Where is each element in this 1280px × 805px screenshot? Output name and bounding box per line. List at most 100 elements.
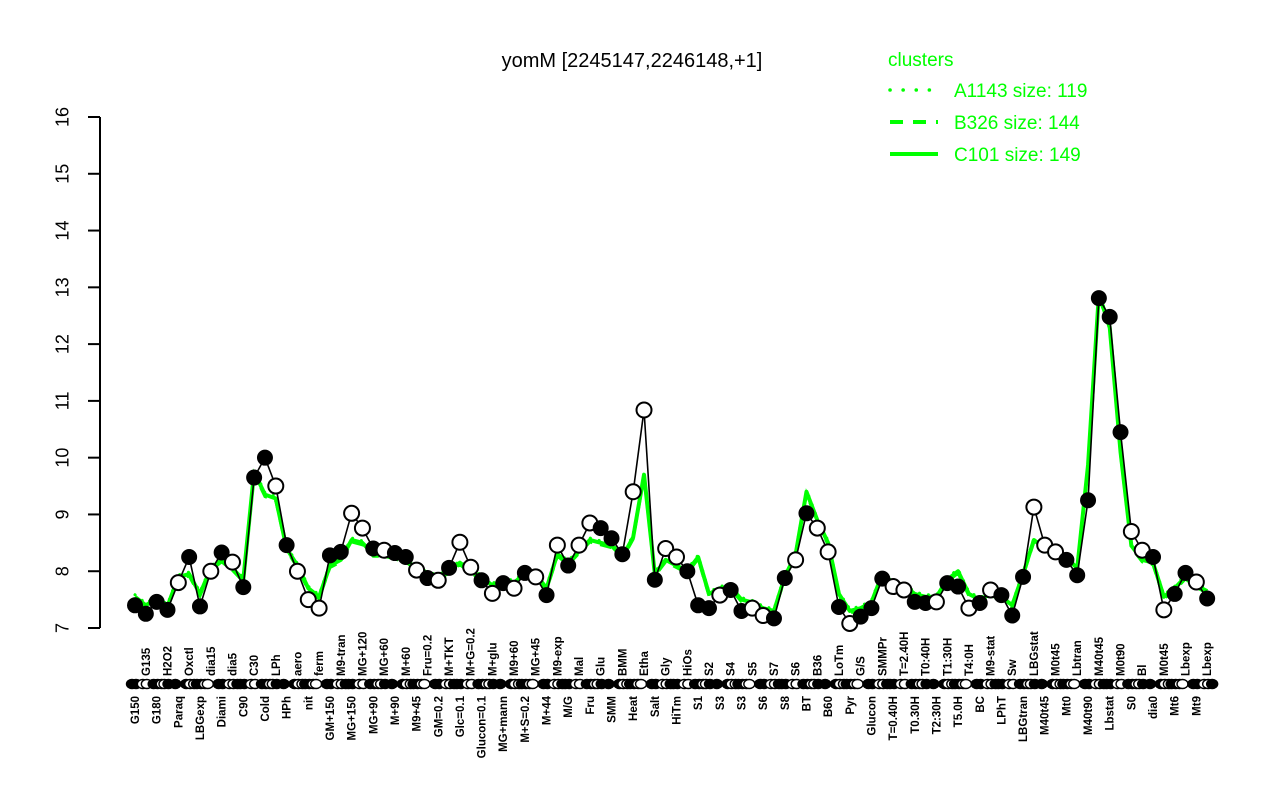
data-point-open (169, 574, 187, 592)
data-point-filled (278, 537, 295, 554)
x-condition-label: Lbstat (1105, 696, 1117, 731)
y-tick-label: 8 (52, 566, 72, 576)
data-point-filled (181, 549, 198, 566)
x-condition-label: S6 (791, 662, 803, 676)
data-point-filled (159, 601, 176, 618)
y-tick-label: 13 (52, 277, 72, 297)
x-condition-label: S0 (1126, 696, 1138, 710)
data-point-filled (830, 598, 847, 615)
y-tick-label: 10 (52, 448, 72, 468)
data-point-filled (614, 546, 631, 563)
x-condition-label: M+G=0.2 (466, 628, 478, 676)
data-point-open (570, 536, 588, 554)
x-condition-label: LPh (271, 654, 283, 676)
x-condition-label: HiTm (672, 696, 684, 725)
x-condition-label: G/S (856, 656, 868, 676)
data-point-open (451, 533, 469, 551)
x-condition-label: M+glu (487, 642, 499, 676)
data-point-filled (798, 505, 815, 522)
x-condition-label: B60 (823, 696, 835, 717)
x-condition-label: S5 (747, 661, 759, 676)
data-point-filled (127, 597, 143, 614)
x-condition-label: Mt9 (1191, 696, 1203, 716)
x-condition-label: M+60 (401, 647, 413, 676)
sample-dot-filled (1035, 678, 1048, 690)
x-condition-label: T0.30H (910, 696, 922, 734)
x-condition-label: Glc=0.1 (455, 695, 467, 737)
x-condition-label: Bl (1137, 665, 1149, 677)
data-point-open (668, 548, 685, 566)
x-condition-label: M+90 (390, 696, 402, 725)
x-condition-label: M40t90 (1083, 696, 1095, 735)
x-condition-label: M40t45 (1040, 695, 1052, 735)
data-point-open (223, 553, 241, 571)
x-condition-label: M+44 (542, 695, 554, 725)
x-condition-label: S3 (737, 696, 749, 710)
data-point-open (657, 540, 675, 558)
x-condition-label: Gly (661, 657, 673, 676)
data-point-filled (776, 570, 793, 587)
data-point-filled (993, 587, 1010, 604)
data-point-open (483, 584, 501, 602)
data-point-filled (473, 572, 490, 589)
data-point-open (895, 581, 913, 599)
x-condition-label: Pyr (845, 695, 857, 714)
data-point-filled (1112, 424, 1129, 441)
data-point-filled (603, 530, 620, 547)
data-point-open (1122, 522, 1140, 540)
sample-dot-filled (494, 678, 507, 690)
x-condition-label: LBGtran (1018, 696, 1030, 742)
x-condition-label: S4 (726, 661, 738, 676)
x-condition-label: aero (292, 652, 304, 676)
x-condition-label: LBGstat (1029, 631, 1041, 676)
x-condition-label: M9-tran (336, 634, 348, 676)
data-point-open (1155, 601, 1173, 619)
data-point-filled (1004, 607, 1021, 624)
sample-dot-open (1176, 678, 1189, 690)
x-condition-label: SMM (607, 696, 619, 723)
sample-dot-open (201, 678, 215, 690)
x-condition-label: dia5 (227, 652, 239, 676)
x-condition-label: nit (303, 696, 315, 710)
data-point-filled (971, 595, 988, 612)
legend-entry-A1143: A1143 size: 119 (888, 81, 1087, 102)
x-condition-label: MG+150 (347, 696, 359, 740)
x-condition-label: BC (975, 696, 987, 713)
x-condition-label: C90 (238, 696, 250, 717)
sample-dot-filled (169, 678, 182, 690)
data-point-open (299, 591, 317, 609)
x-condition-label: Sw (1007, 659, 1019, 676)
data-point-filled (191, 598, 208, 615)
x-condition-label: T=0.40H (888, 696, 900, 740)
x-condition-label: Paraq (173, 696, 185, 728)
sample-dot-filled (818, 678, 832, 690)
x-condition-label: ferm (314, 651, 326, 676)
y-tick-label: 12 (52, 334, 72, 354)
sample-dot-filled (385, 678, 399, 690)
x-condition-label: T0:40H (921, 638, 933, 676)
data-point-filled (246, 469, 263, 486)
x-condition-label: M0t90 (1116, 643, 1128, 676)
legend-entry-C101: C101 size: 149 (890, 145, 1081, 166)
sample-dot-open (634, 678, 648, 690)
x-condition-label: dia0 (1148, 696, 1160, 719)
x-condition-label: H2O2 (163, 646, 175, 676)
data-point-filled (1177, 564, 1194, 581)
x-condition-label: Salt (650, 696, 662, 717)
x-condition-label: T=2.40H (899, 632, 911, 676)
data-point-filled (441, 559, 458, 576)
data-point-filled (863, 600, 880, 617)
data-point-filled (646, 571, 663, 588)
x-condition-label: LoTm (834, 645, 846, 676)
x-condition-label: M40t45 (1094, 636, 1106, 676)
data-point-open (343, 504, 361, 522)
sample-dot-open (851, 678, 864, 690)
data-point-filled (722, 581, 739, 598)
data-point-open (1047, 543, 1065, 561)
data-point-open (267, 477, 285, 495)
legend-entry-label: A1143 size: 119 (954, 81, 1087, 102)
data-point-filled (1101, 308, 1118, 325)
data-point-filled (1080, 492, 1097, 509)
data-point-filled (213, 544, 230, 561)
